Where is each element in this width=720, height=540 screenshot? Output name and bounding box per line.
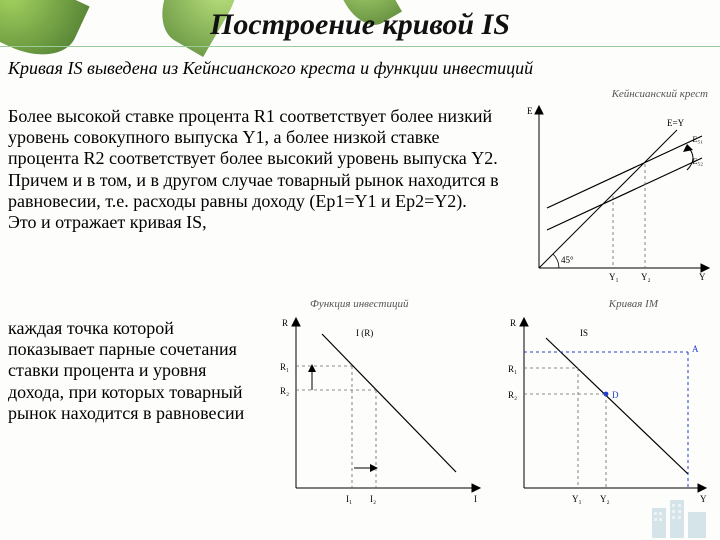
- point-d-label: D: [612, 390, 619, 400]
- curve-ir: I (R): [356, 328, 373, 338]
- xtick-i2: I₂: [370, 494, 376, 504]
- chart-label-is: Кривая IM: [609, 298, 658, 310]
- axis-e: E: [527, 106, 533, 116]
- label-e1: E₅₁: [693, 135, 704, 144]
- chart-keynesian-cross: 45° E Y Y₁ Y₂ E=Y E₅₁ E₅₂: [517, 100, 712, 290]
- subtitle: Кривая IS выведена из Кейнсианского крес…: [8, 58, 712, 79]
- axis-y: Y: [699, 272, 706, 282]
- xtick-y1: Y₁: [609, 272, 619, 282]
- label-ey: E=Y: [667, 118, 685, 128]
- ytick-r2b: R₂: [508, 390, 517, 400]
- curve-is: IS: [580, 328, 588, 338]
- divider: [0, 46, 720, 47]
- point-d: [604, 392, 609, 397]
- body-text-2: каждая точка которой показывает парные с…: [8, 318, 263, 424]
- point-a: A: [692, 344, 699, 354]
- chart-label-invest: Функция инвестиций: [310, 298, 409, 310]
- body-text-1: Более высокой ставке процента R1 соответ…: [8, 106, 508, 233]
- page-title: Построение кривой IS: [0, 8, 720, 42]
- xtick-y2: Y₂: [641, 272, 651, 282]
- chart-label-cross: Кейнсианский крест: [612, 88, 708, 100]
- xtick-y2b: Y₂: [600, 494, 610, 504]
- label-e2: E₅₂: [693, 157, 704, 166]
- building-decor: [650, 500, 710, 538]
- ytick-r2: R₂: [280, 386, 289, 396]
- xtick-i1: I₁: [346, 494, 352, 504]
- axis-i: I: [474, 494, 477, 504]
- label-45: 45°: [561, 255, 574, 265]
- axis-r2: R: [510, 318, 516, 328]
- chart-is: R Y R₁ R₂ Y₁ Y₂ IS A D: [498, 312, 714, 512]
- ytick-r1: R₁: [280, 362, 289, 372]
- chart-investment: R I R₁ R₂ I₁ I₂ I (R): [268, 312, 488, 512]
- xtick-y1b: Y₁: [572, 494, 582, 504]
- axis-r: R: [282, 318, 288, 328]
- ytick-r1b: R₁: [508, 364, 517, 374]
